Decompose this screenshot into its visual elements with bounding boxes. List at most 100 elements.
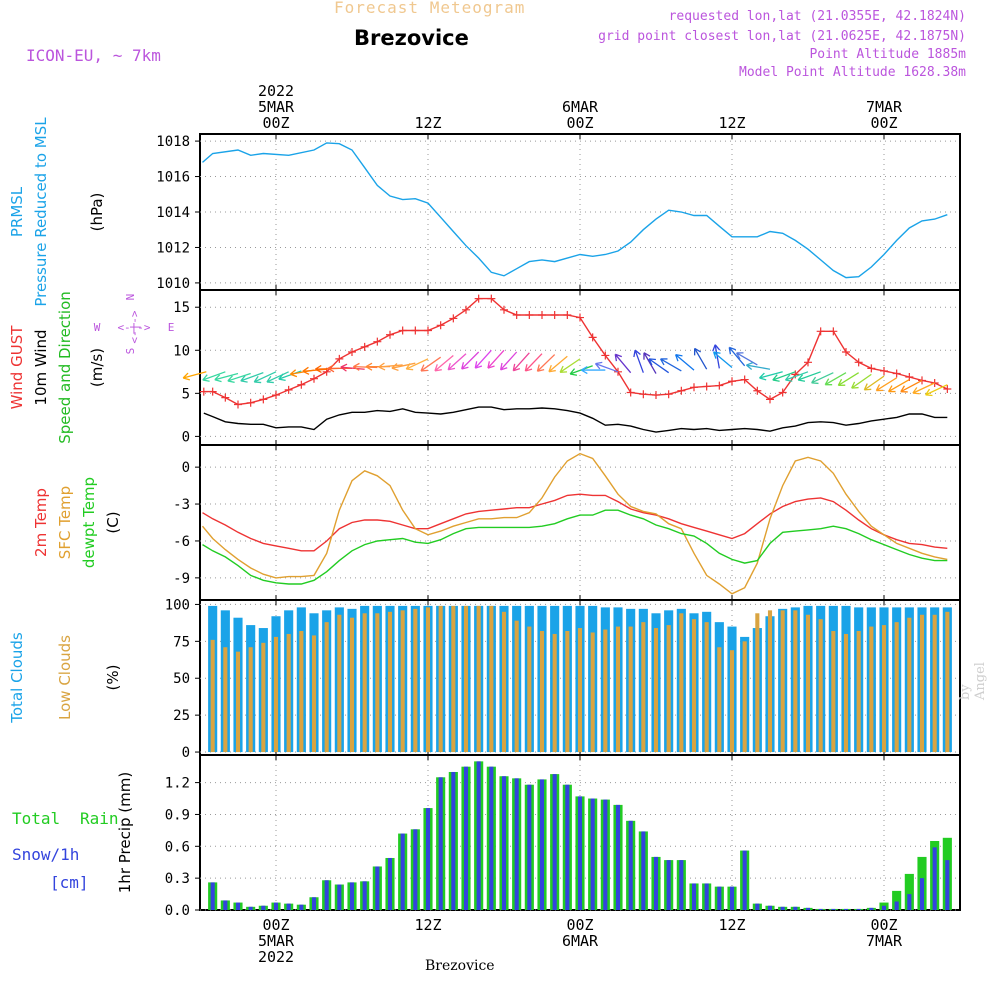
wind-direction-arrow	[735, 352, 758, 366]
10m-wind-line	[203, 406, 948, 433]
gust-marker	[500, 305, 508, 314]
gust-marker	[664, 390, 673, 399]
precip-axis-title: 1hr Precip (mm)	[116, 772, 134, 893]
wind-direction-arrow	[759, 371, 783, 381]
gust-marker	[715, 381, 724, 390]
low-clouds-bar	[831, 631, 836, 753]
low-clouds-bar	[273, 636, 279, 753]
top-time-label: 6MAR	[562, 98, 599, 116]
wind-direction-arrow	[648, 358, 670, 374]
low-clouds-bar	[843, 633, 849, 753]
clouds-y-tick-label: 100	[165, 597, 190, 613]
snow-bar	[653, 856, 659, 910]
pressure-y-tick-label: 1014	[156, 205, 190, 221]
low-clouds-bar	[311, 635, 317, 753]
snow-bar	[349, 882, 355, 910]
wind-direction-arrow	[340, 363, 365, 372]
top-time-label: 2022	[258, 82, 294, 100]
snow-bar	[818, 908, 823, 910]
bottom-time-label: 2022	[258, 948, 294, 966]
gust-marker	[348, 348, 356, 356]
low-clouds-bar	[717, 647, 722, 753]
gust-marker	[373, 337, 382, 346]
gust-marker	[199, 387, 208, 396]
snow-bar	[615, 804, 621, 910]
gust-marker	[639, 390, 648, 399]
snow-bar	[501, 776, 507, 910]
low-clouds-bar	[501, 611, 507, 753]
wind-y-tick-label: 5	[182, 386, 190, 402]
gust-marker	[753, 386, 762, 395]
wind-direction-arrow	[875, 377, 898, 392]
precip-y-tick-label: 0.0	[165, 903, 190, 919]
requested-coords: requested lon,lat (21.0355E, 42.1824N)	[668, 9, 966, 24]
precip-y-tick-label: 0.9	[165, 807, 190, 823]
wind-frame	[199, 289, 961, 446]
low-clouds-bar	[755, 613, 760, 753]
wind-direction-arrow	[378, 362, 403, 371]
gust-marker	[842, 348, 850, 356]
top-time-label: 5MAR	[258, 98, 295, 116]
wind-direction-arrow	[643, 352, 657, 374]
gust-marker	[449, 314, 458, 323]
low-clouds-bar	[463, 605, 469, 753]
low-clouds-bar	[615, 626, 621, 753]
low-clouds-bar	[400, 610, 405, 753]
gust-marker	[740, 375, 749, 384]
low-clouds-bar	[552, 633, 557, 753]
low-clouds-bar	[248, 647, 253, 753]
wind-direction-arrow	[524, 353, 543, 372]
snow-bar	[666, 860, 671, 910]
snow-bar	[425, 808, 431, 910]
low-clouds-bar	[628, 626, 633, 753]
wind-gust-line	[203, 297, 948, 406]
wind-direction-arrow	[594, 361, 619, 373]
snow-bar	[273, 902, 279, 910]
pressure-y-tick-label: 1018	[156, 134, 190, 150]
gust-marker	[601, 351, 610, 360]
wind-direction-arrow	[474, 349, 492, 369]
clouds-y-tick-label: 25	[173, 708, 190, 724]
gust-marker	[804, 358, 812, 367]
bottom-time-label: 7MAR	[866, 932, 903, 950]
wind-direction-arrow	[266, 371, 289, 384]
snow-bar	[894, 901, 899, 910]
pressure-y-tick-label: 1012	[156, 240, 190, 256]
gust-marker	[462, 305, 470, 314]
gust-marker	[411, 326, 420, 335]
wind-direction-arrow	[659, 358, 682, 372]
low-clouds-bar	[881, 625, 887, 753]
snow-bar	[362, 881, 367, 910]
snow-bar	[755, 903, 760, 910]
precip-y-tick-label: 0.6	[165, 839, 190, 855]
wind-direction-arrow	[900, 379, 923, 393]
snow-bar	[869, 907, 874, 910]
wind-direction-arrow	[278, 370, 302, 382]
snow-bar	[919, 878, 925, 910]
bottom-time-label: 00Z	[870, 916, 897, 934]
snow-bar	[742, 850, 747, 910]
low-clouds-bar	[451, 605, 456, 753]
snow-bar	[641, 831, 646, 910]
wind-axis-title: Speed and Direction	[56, 291, 74, 444]
gust-marker	[690, 383, 698, 392]
gust-marker	[677, 386, 686, 395]
temperature-y-tick-label: -6	[173, 534, 190, 550]
snow-bar	[717, 886, 722, 910]
clouds-axis-title: Total Clouds	[8, 632, 26, 724]
low-clouds-bar	[818, 619, 823, 753]
gust-marker	[335, 354, 344, 363]
wind-direction-arrow	[797, 371, 821, 382]
top-time-label: 00Z	[262, 114, 289, 132]
temperature-axis-title: SFC Temp	[56, 486, 74, 559]
snow-bar	[932, 847, 937, 910]
snow-bar	[831, 908, 836, 910]
wind-direction-arrow	[614, 353, 632, 374]
low-clouds-bar	[907, 617, 912, 753]
bottom-time-label: 6MAR	[562, 932, 599, 950]
snow-bar	[311, 897, 317, 910]
low-clouds-bar	[324, 622, 329, 753]
wind-direction-arrow	[405, 358, 429, 371]
wind-panel	[182, 289, 961, 446]
low-clouds-bar	[235, 651, 241, 753]
